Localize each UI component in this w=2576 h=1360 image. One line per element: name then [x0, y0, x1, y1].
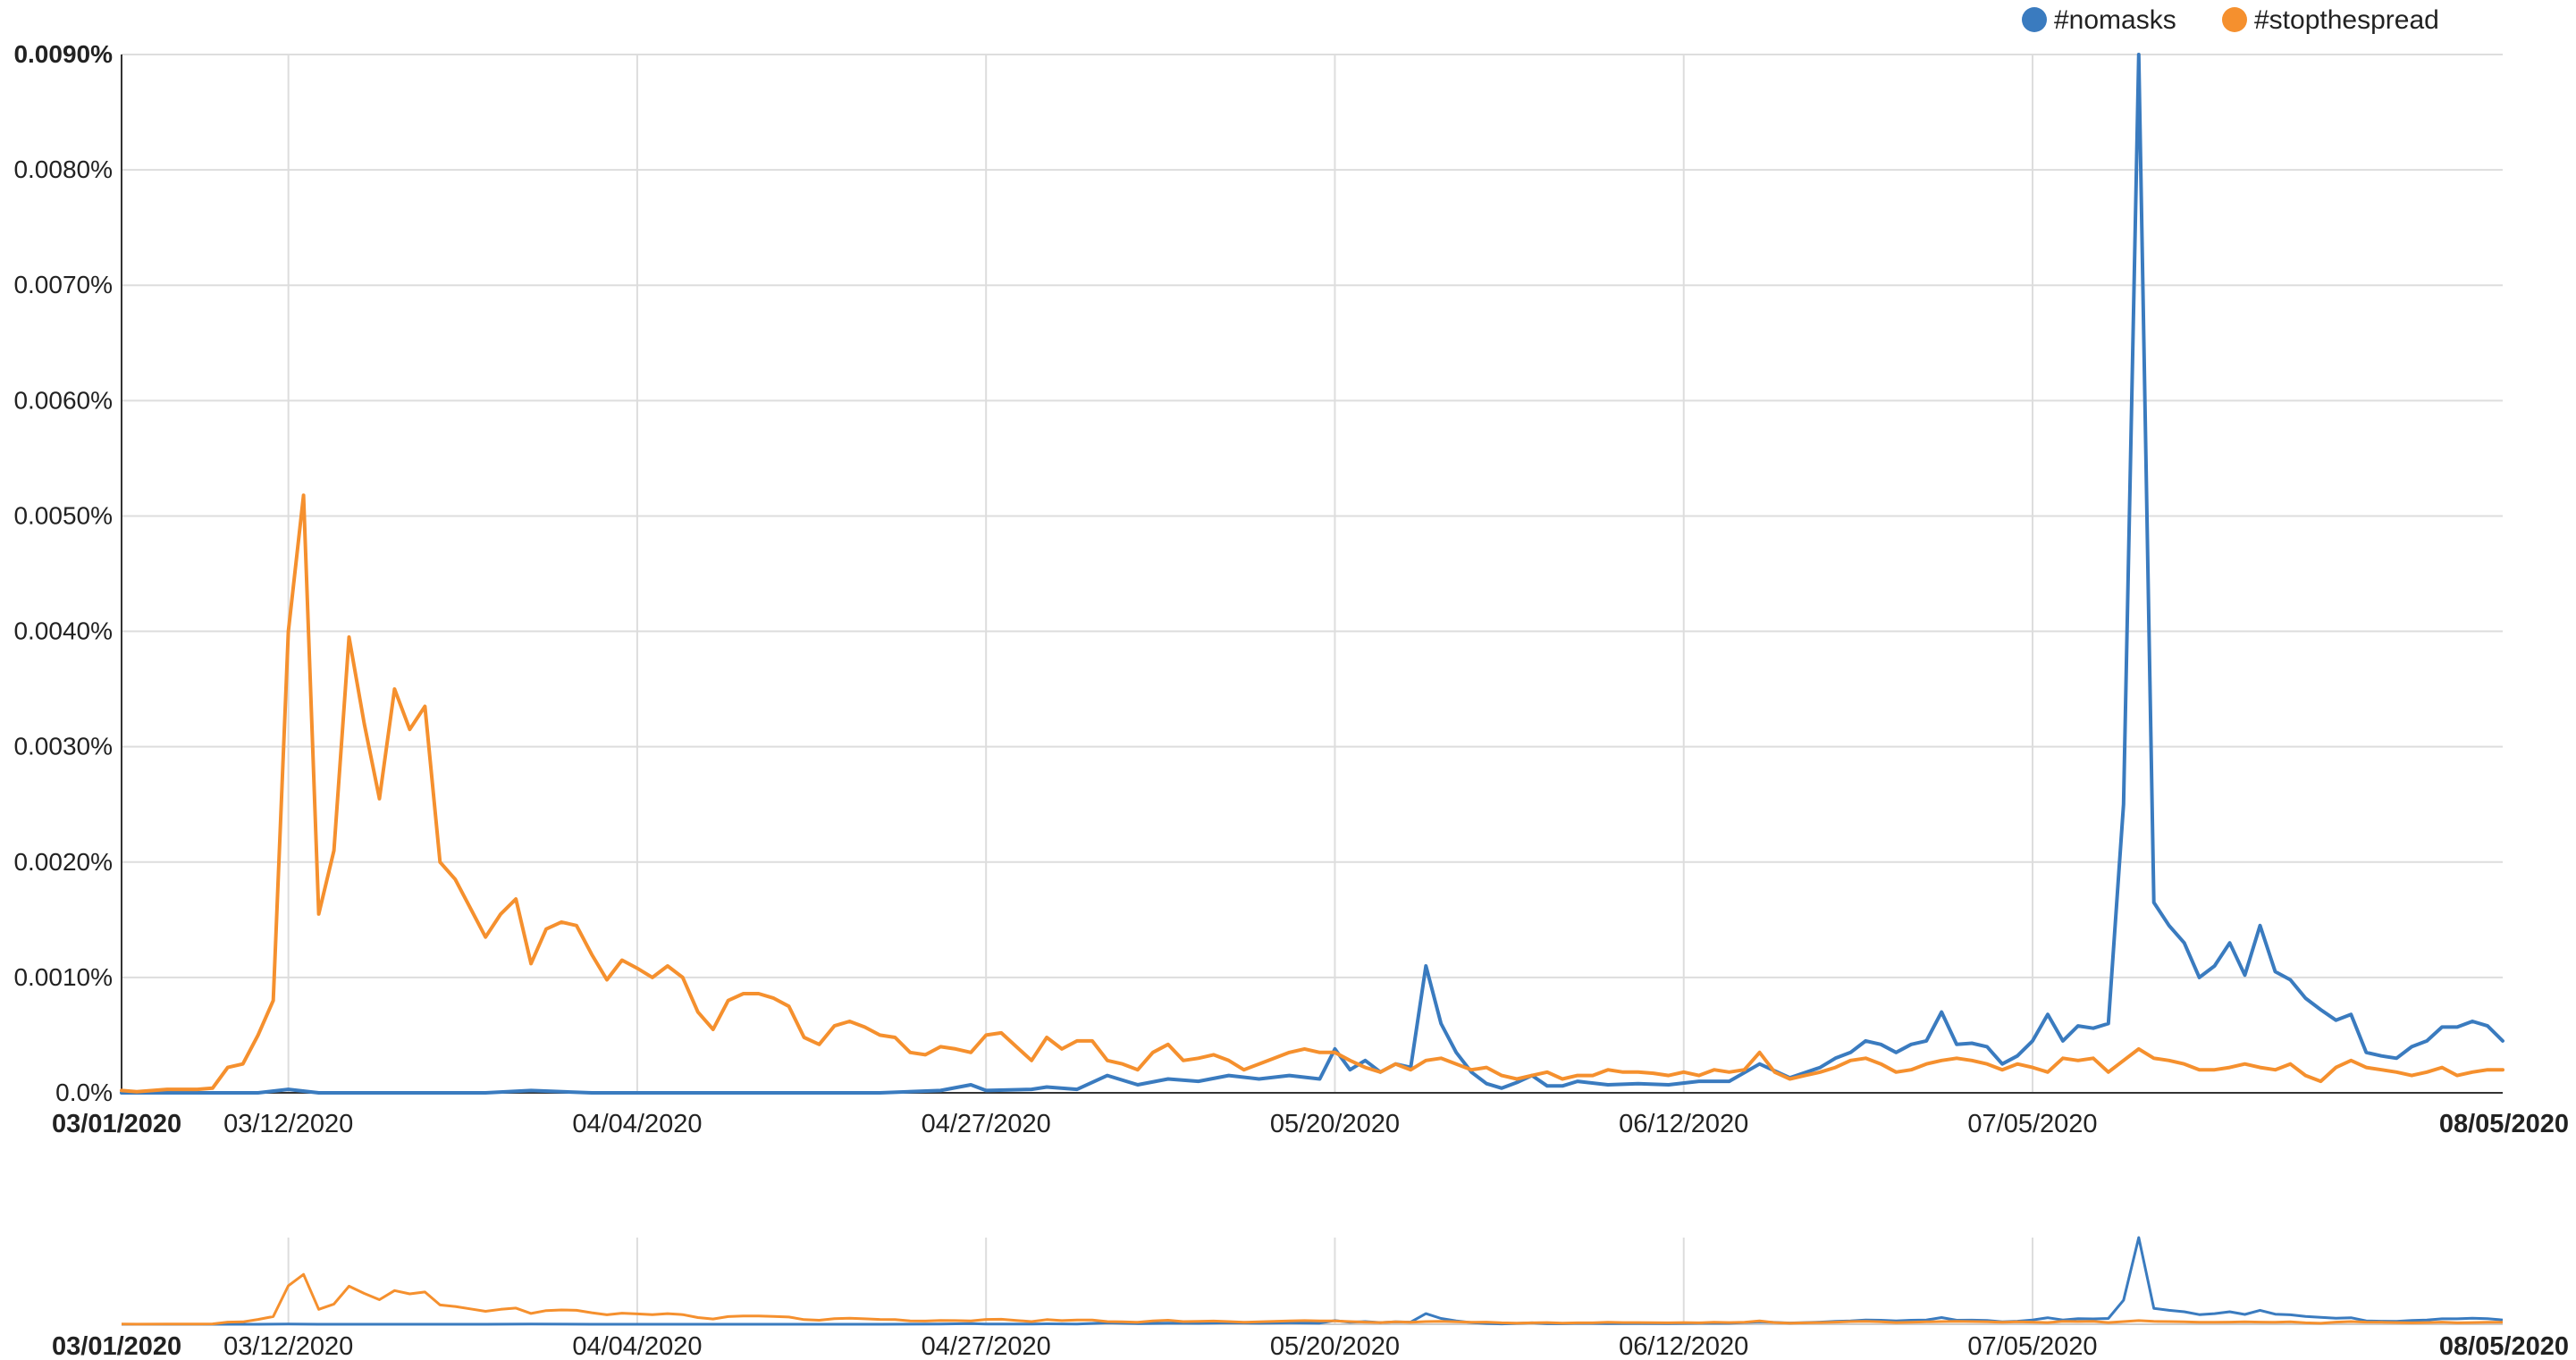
- y-tick-label: 0.0030%: [13, 733, 113, 760]
- navigator-x-tick-label: 04/04/2020: [572, 1332, 702, 1360]
- y-tick-label: 0.0080%: [13, 155, 113, 183]
- y-tick-label: 0.0070%: [13, 271, 113, 298]
- y-tick-label: 0.0090%: [13, 40, 113, 68]
- x-tick-label: 03/12/2020: [223, 1110, 353, 1138]
- navigator-x-tick-labels: 03/01/2020 03/12/2020 04/04/2020 04/27/2020…: [52, 1332, 2569, 1360]
- legend-marker-icon: [2222, 7, 2247, 32]
- navigator-x-tick-label: 04/27/2020: [922, 1332, 1051, 1360]
- y-axis-tick-labels: 0.0% 0.0010% 0.0020% 0.0030% 0.0040% 0.0050% 0…: [13, 40, 113, 1106]
- y-tick-label: 0.0050%: [13, 501, 113, 529]
- legend-marker-icon: [2022, 7, 2047, 32]
- navigator-series-stopthespread: [121, 1272, 2503, 1326]
- y-tick-label: 0.0010%: [13, 963, 113, 991]
- legend-label: #stopthespread: [2254, 5, 2439, 35]
- navigator-x-tick-label: 06/12/2020: [1619, 1332, 1748, 1360]
- series-line-stopthespread: [120, 493, 2504, 1094]
- legend-item-nomasks[interactable]: #nomasks: [2022, 5, 2176, 35]
- x-tick-label: 07/05/2020: [1967, 1110, 2097, 1138]
- range-navigator[interactable]: [121, 1236, 2504, 1326]
- y-tick-label: 0.0060%: [13, 386, 113, 414]
- legend-item-stopthespread[interactable]: #stopthespread: [2222, 5, 2439, 35]
- x-tick-label: 03/01/2020: [52, 1110, 181, 1138]
- navigator-x-tick-label: 03/01/2020: [52, 1332, 181, 1360]
- y-tick-label: 0.0040%: [13, 617, 113, 645]
- legend-label: #nomasks: [2054, 5, 2176, 35]
- legend: #nomasks #stopthespread: [2022, 5, 2439, 35]
- main-series-lines: [120, 53, 2504, 1095]
- navigator-x-tick-label: 05/20/2020: [1270, 1332, 1400, 1360]
- x-tick-label: 08/05/2020: [2439, 1110, 2569, 1138]
- main-gridlines: [121, 54, 2503, 1094]
- x-tick-label: 04/04/2020: [572, 1110, 702, 1138]
- x-tick-label: 05/20/2020: [1270, 1110, 1400, 1138]
- y-tick-label: 0.0020%: [13, 848, 113, 876]
- x-tick-label: 06/12/2020: [1619, 1110, 1748, 1138]
- x-axis-tick-labels: 03/01/2020 03/12/2020 04/04/2020 04/27/2020…: [52, 1110, 2569, 1138]
- navigator-x-tick-label: 07/05/2020: [1967, 1332, 2097, 1360]
- y-tick-label: 0.0%: [55, 1079, 113, 1106]
- navigator-x-tick-label: 03/12/2020: [223, 1332, 353, 1360]
- x-tick-label: 04/27/2020: [922, 1110, 1051, 1138]
- series-line-nomasks: [120, 53, 2504, 1095]
- navigator-x-tick-label: 08/05/2020: [2439, 1332, 2569, 1360]
